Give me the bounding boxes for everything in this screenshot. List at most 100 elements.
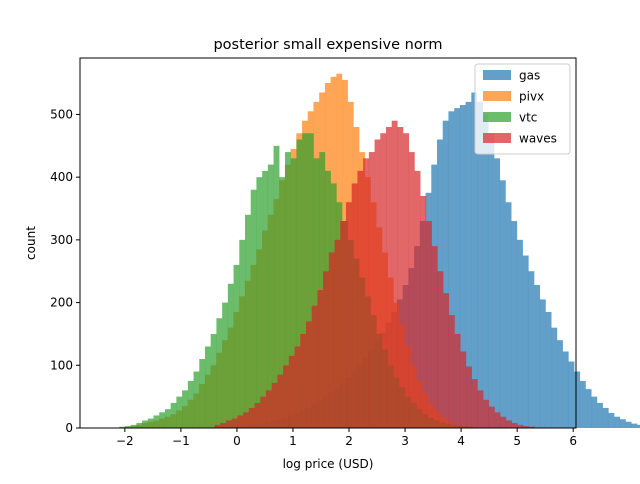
bar-waves: [506, 420, 512, 428]
bar-waves: [323, 271, 329, 428]
bars-layer: [119, 73, 640, 429]
bar-waves: [294, 346, 301, 428]
bar-gas: [539, 299, 546, 428]
bar-vtc: [187, 380, 194, 428]
bar-gas: [597, 402, 603, 428]
x-tick-label: 5: [513, 434, 521, 448]
x-tick-label: 6: [569, 434, 577, 448]
x-axis: −2 −1 0 1 2 3 4 5 6: [116, 428, 577, 448]
bar-waves: [494, 412, 501, 428]
bar-gas: [454, 108, 461, 429]
bar-gas: [465, 101, 472, 429]
bar-waves: [363, 158, 370, 428]
bar-vtc: [302, 133, 309, 428]
bar-waves: [528, 426, 535, 428]
bar-waves: [254, 402, 261, 428]
bar-waves: [466, 366, 472, 428]
bar-vtc: [176, 396, 183, 428]
bar-gas: [517, 239, 523, 428]
bar-waves: [271, 382, 278, 428]
bar-vtc: [119, 426, 126, 428]
x-tick-label: 1: [289, 434, 297, 448]
bar-waves: [277, 374, 284, 428]
bar-vtc: [170, 402, 177, 428]
bar-waves: [283, 365, 289, 428]
bar-vtc: [124, 426, 131, 428]
bar-gas: [505, 202, 512, 428]
bar-waves: [300, 333, 307, 428]
bar-waves: [374, 139, 381, 428]
bar-vtc: [153, 415, 160, 428]
bar-waves: [477, 390, 484, 428]
bar-vtc: [256, 177, 263, 428]
y-tick-label: 100: [50, 358, 73, 372]
bar-vtc: [159, 412, 166, 428]
y-tick-label: 300: [50, 233, 73, 247]
bar-gas: [591, 396, 598, 428]
bar-gas: [545, 311, 552, 428]
x-tick-label: 4: [457, 434, 465, 448]
bar-vtc: [262, 170, 269, 428]
bar-waves: [448, 315, 455, 428]
bar-gas: [477, 101, 483, 429]
bar-waves: [288, 355, 295, 428]
bar-waves: [357, 170, 364, 428]
bar-waves: [511, 422, 518, 428]
bar-waves: [220, 422, 227, 428]
bar-waves: [414, 170, 421, 428]
bar-waves: [305, 321, 312, 428]
bar-vtc: [227, 283, 234, 428]
bar-waves: [214, 424, 221, 428]
bar-vtc: [199, 359, 206, 428]
bar-waves: [243, 412, 249, 428]
legend-swatch-pivx: [483, 91, 511, 101]
bar-vtc: [239, 239, 246, 428]
bar-gas: [471, 92, 478, 429]
legend: gas pivx vtc waves: [474, 63, 571, 155]
x-tick-label: 3: [401, 434, 409, 448]
bar-vtc: [204, 346, 211, 428]
bar-gas: [528, 271, 535, 428]
bar-waves: [225, 420, 232, 428]
bar-waves: [431, 246, 438, 428]
x-tick-label: 0: [233, 434, 241, 448]
bar-waves: [248, 407, 255, 428]
bar-waves: [317, 290, 324, 428]
bar-waves: [260, 396, 267, 428]
bar-gas: [499, 180, 506, 428]
legend-label-pivx: pivx: [519, 90, 544, 104]
legend-label-waves: waves: [519, 132, 557, 146]
bar-gas: [568, 361, 575, 428]
legend-swatch-gas: [483, 70, 511, 80]
bar-gas: [614, 416, 621, 428]
bar-waves: [426, 221, 432, 428]
bar-waves: [523, 426, 530, 428]
bar-gas: [602, 407, 609, 428]
bar-gas: [488, 133, 495, 428]
bar-waves: [311, 305, 318, 428]
bar-waves: [500, 416, 507, 428]
bar-vtc: [216, 318, 223, 428]
bar-vtc: [313, 158, 320, 428]
bar-waves: [334, 239, 341, 428]
x-tick-label: −2: [116, 434, 134, 448]
bar-waves: [328, 252, 335, 428]
bar-vtc: [245, 214, 251, 428]
chart-title: posterior small expensive norm: [213, 37, 442, 53]
bar-vtc: [290, 158, 297, 428]
bar-gas: [631, 423, 638, 428]
y-axis: 0 100 200 300 400 500: [50, 107, 80, 435]
bar-gas: [608, 412, 615, 428]
bar-waves: [517, 424, 524, 428]
bar-waves: [403, 133, 410, 428]
bar-waves: [437, 271, 444, 428]
x-axis-label: log price (USD): [283, 457, 374, 471]
legend-label-vtc: vtc: [519, 111, 537, 125]
legend-swatch-waves: [483, 133, 511, 143]
legend-label-gas: gas: [519, 69, 540, 83]
y-tick-label: 0: [65, 421, 73, 435]
bar-vtc: [136, 422, 143, 428]
bar-vtc: [307, 133, 314, 428]
